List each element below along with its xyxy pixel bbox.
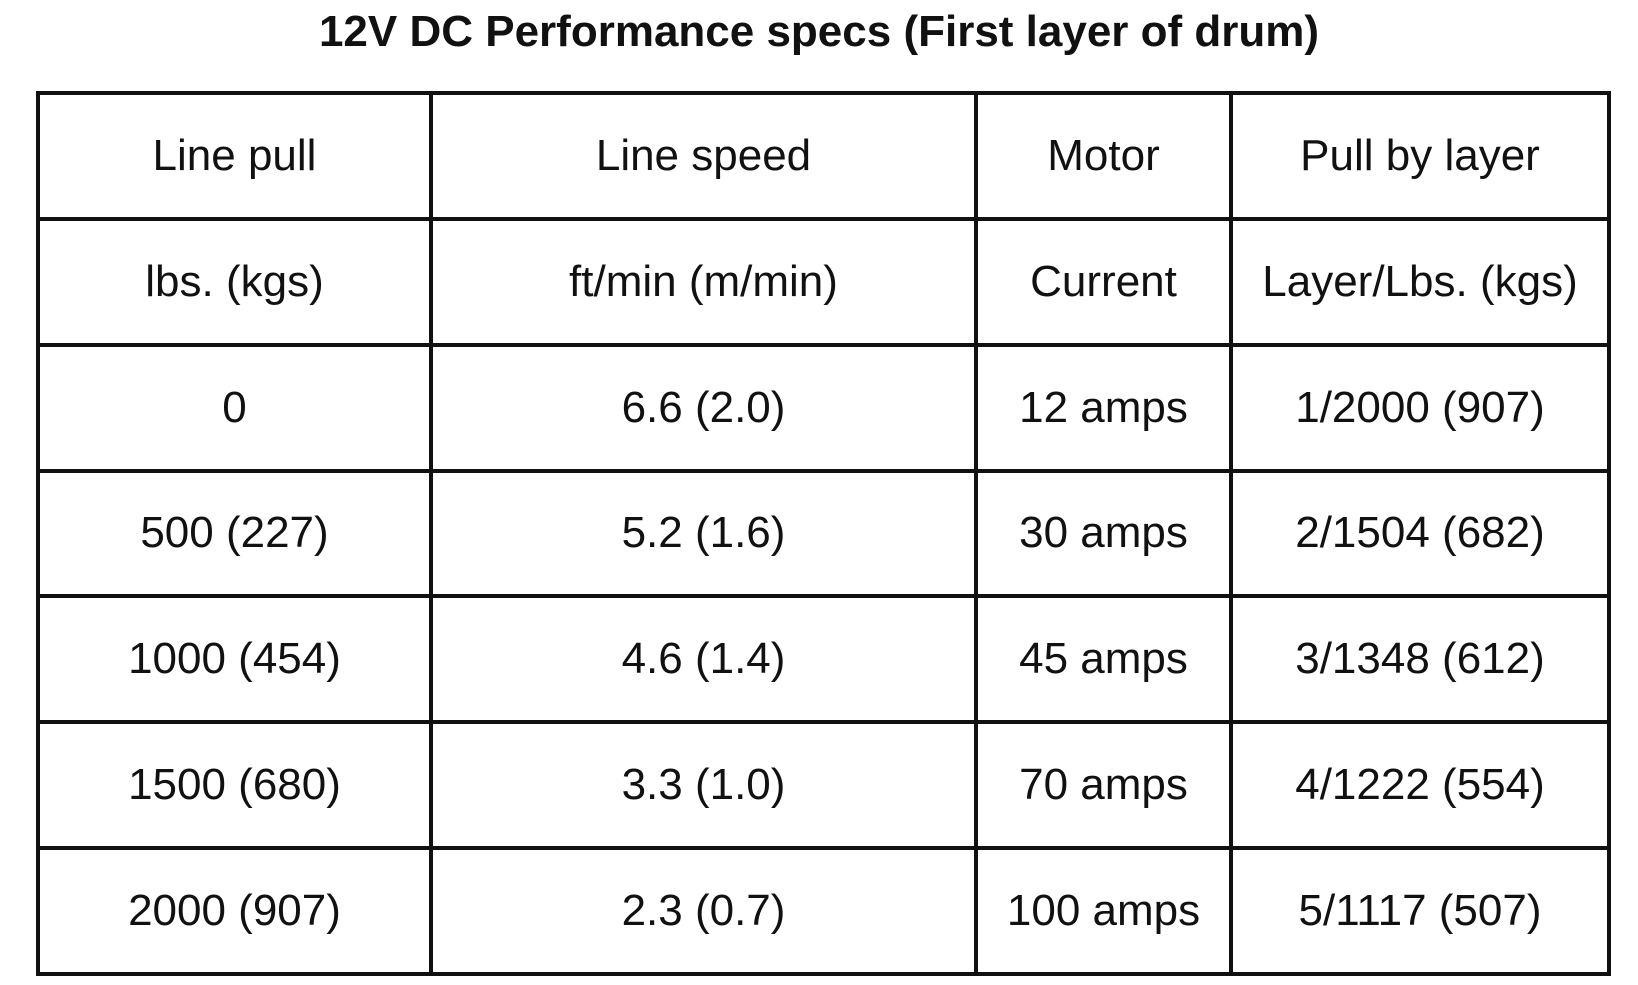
cell-motor-current: 100 amps [974,846,1233,976]
table-row: 1000 (454) 4.6 (1.4) 45 amps 3/1348 (612… [36,594,1611,725]
cell-line-speed: 5.2 (1.6) [429,468,978,599]
cell-motor-current: 30 amps [974,468,1233,599]
table-row: 1500 (680) 3.3 (1.0) 70 amps 4/1222 (554… [36,720,1611,851]
cell-line-pull: 1000 (454) [36,594,433,725]
header-line-speed: Line speed [429,91,978,221]
cell-pull-by-layer: 3/1348 (612) [1229,594,1611,725]
table-units-row: lbs. (kgs) ft/min (m/min) Current Layer/… [36,216,1611,347]
units-line-pull: lbs. (kgs) [36,216,433,347]
cell-pull-by-layer: 4/1222 (554) [1229,720,1611,851]
cell-line-speed: 6.6 (2.0) [429,342,978,473]
cell-line-pull: 1500 (680) [36,720,433,851]
units-pull-by-layer: Layer/Lbs. (kgs) [1229,216,1611,347]
header-motor: Motor [974,91,1233,221]
cell-line-speed: 4.6 (1.4) [429,594,978,725]
cell-motor-current: 45 amps [974,594,1233,725]
header-line-pull: Line pull [36,91,433,221]
table-row: 500 (227) 5.2 (1.6) 30 amps 2/1504 (682) [36,468,1611,599]
header-pull-by-layer: Pull by layer [1229,91,1611,221]
cell-line-pull: 2000 (907) [36,846,433,976]
cell-line-pull: 500 (227) [36,468,433,599]
cell-motor-current: 70 amps [974,720,1233,851]
cell-line-speed: 2.3 (0.7) [429,846,978,976]
units-line-speed: ft/min (m/min) [429,216,978,347]
cell-line-pull: 0 [36,342,433,473]
page-title: 12V DC Performance specs (First layer of… [318,7,1320,56]
cell-pull-by-layer: 2/1504 (682) [1229,468,1611,599]
cell-pull-by-layer: 1/2000 (907) [1229,342,1611,473]
cell-motor-current: 12 amps [974,342,1233,473]
cell-pull-by-layer: 5/1117 (507) [1229,846,1611,976]
performance-specs-table: Line pull Line speed Motor Pull by layer… [36,91,1611,976]
table-row: 2000 (907) 2.3 (0.7) 100 amps 5/1117 (50… [36,846,1611,976]
table-row: 0 6.6 (2.0) 12 amps 1/2000 (907) [36,342,1611,473]
units-motor-current: Current [974,216,1233,347]
cell-line-speed: 3.3 (1.0) [429,720,978,851]
table-header-row: Line pull Line speed Motor Pull by layer [36,91,1611,221]
